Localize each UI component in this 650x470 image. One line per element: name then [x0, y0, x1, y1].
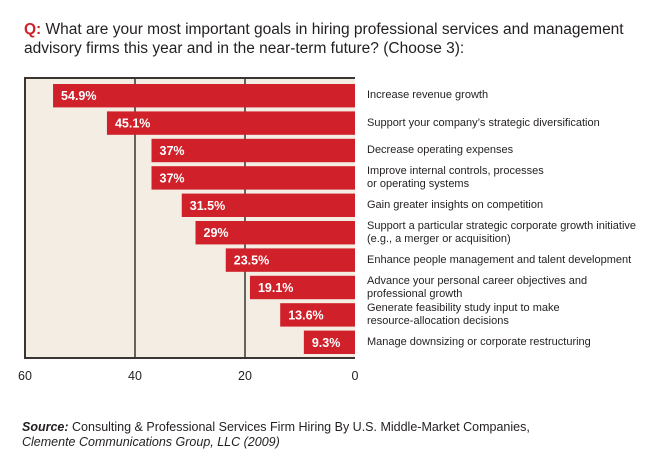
- category-label-line: Enhance people management and talent dev…: [367, 253, 632, 266]
- data-label: 37%: [160, 144, 185, 158]
- data-label: 37%: [160, 171, 185, 185]
- bar: [181, 193, 355, 217]
- category-label-line: Support your company’s strategic diversi…: [367, 116, 600, 129]
- data-label: 29%: [204, 226, 229, 240]
- category-label-line: Generate feasibility study input to make: [367, 301, 560, 314]
- category-label: Support a particular strategic corporate…: [367, 220, 647, 246]
- category-label-line: Increase revenue growth: [367, 89, 489, 102]
- x-tick-label: 60: [18, 369, 32, 383]
- category-label: Increase revenue growth: [367, 89, 647, 102]
- x-tick-label: 20: [238, 369, 252, 383]
- category-label: Gain greater insights on competition: [367, 199, 647, 212]
- bar: [249, 275, 355, 300]
- category-label: Advance your personal career objectives …: [367, 275, 647, 301]
- source-note: Source: Consulting & Professional Servic…: [22, 420, 642, 450]
- category-label-line: Improve internal controls, processes: [367, 164, 544, 177]
- category-label-line: professional growth: [367, 287, 463, 300]
- question-heading: Q: What are your most important goals in…: [24, 20, 634, 58]
- category-label: Generate feasibility study input to make…: [367, 302, 647, 328]
- bar: [106, 111, 355, 135]
- category-label: Enhance people management and talent dev…: [367, 254, 647, 267]
- category-label-line: Manage downsizing or corporate restructu…: [367, 335, 591, 348]
- x-tick-label: 0: [352, 369, 359, 383]
- category-label: Improve internal controls, processes or o…: [367, 165, 647, 191]
- bar: [151, 138, 355, 163]
- category-label-line: resource-allocation decisions: [367, 314, 509, 327]
- bar: [151, 166, 355, 190]
- category-label-line: or operating systems: [367, 177, 470, 190]
- bar: [53, 84, 356, 108]
- question-text: What are your most important goals in hi…: [24, 21, 624, 57]
- data-label: 13.6%: [288, 308, 323, 322]
- source-text: Consulting & Professional Services Firm …: [68, 420, 530, 434]
- question-prefix: Q:: [24, 21, 42, 38]
- data-label: 9.3%: [312, 336, 341, 350]
- data-label: 19.1%: [258, 281, 293, 295]
- source-label: Source:: [22, 420, 69, 434]
- category-label: Manage downsizing or corporate restructu…: [367, 336, 647, 349]
- x-tick-label: 40: [128, 369, 142, 383]
- data-label: 45.1%: [115, 117, 150, 131]
- category-label-line: Support a particular strategic corporate…: [367, 219, 637, 232]
- category-label-line: (e.g., a merger or acquisition): [367, 232, 511, 245]
- bar: [225, 248, 355, 272]
- category-label-line: Gain greater insights on competition: [367, 198, 544, 211]
- data-label: 31.5%: [190, 199, 225, 213]
- category-label: Support your company’s strategic diversi…: [367, 117, 647, 130]
- source-publisher: Clemente Communications Group, LLC (2009…: [22, 435, 280, 449]
- data-label: 54.9%: [61, 89, 96, 103]
- category-label-line: Advance your personal career objectives …: [367, 274, 588, 287]
- bar: [303, 330, 355, 354]
- bar: [195, 221, 355, 245]
- category-label: Decrease operating expenses: [367, 144, 647, 157]
- bar: [280, 303, 355, 327]
- category-label-line: Decrease operating expenses: [367, 144, 514, 156]
- data-label: 23.5%: [234, 254, 269, 268]
